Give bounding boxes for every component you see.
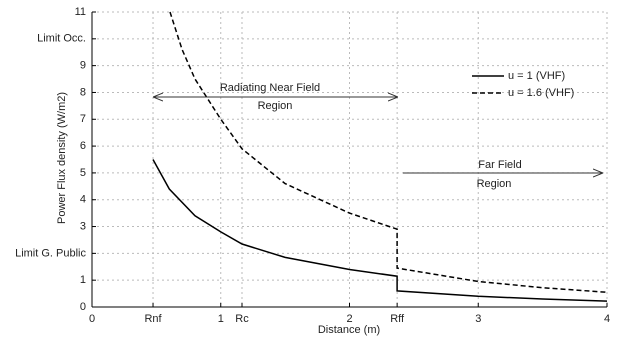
x-tick-label: 1	[218, 313, 224, 325]
annotation: Radiating Near Field	[220, 82, 320, 94]
annotation: Far Field	[478, 159, 521, 171]
annotation: Region	[477, 178, 512, 190]
x-tick-label: 4	[604, 313, 610, 325]
y-tick-label: 3	[80, 220, 86, 232]
y-tick-label: 11	[75, 6, 86, 18]
y-tick-label: 5	[80, 167, 86, 179]
y-tick-label: 8	[80, 86, 86, 98]
x-tick-label: Rc	[235, 313, 249, 325]
y-tick-label: 4	[80, 194, 86, 206]
x-tick-label: 3	[475, 313, 481, 325]
legend-label: u = 1 (VHF)	[508, 70, 565, 82]
y-tick-label: Limit Occ.	[37, 33, 86, 45]
y-tick-label: 6	[80, 140, 86, 152]
x-tick-label: Rff	[390, 313, 405, 325]
y-tick-label: 9	[80, 60, 86, 72]
y-tick-label: 0	[80, 301, 86, 313]
y-tick-label: 7	[80, 113, 86, 125]
legend-label: u = 1.6 (VHF)	[508, 87, 574, 99]
y-tick-label: Limit G. Public	[15, 247, 86, 259]
series-line	[169, 11, 608, 294]
x-axis-title: Distance (m)	[318, 324, 380, 336]
y-axis-title: Power Flux density (W/m2)	[56, 92, 68, 224]
series-line	[152, 159, 608, 302]
x-tick-label: 2	[346, 313, 352, 325]
x-tick-label: Rnf	[144, 313, 162, 325]
annotation: Region	[258, 100, 293, 112]
x-tick-label: 0	[89, 313, 95, 325]
y-tick-label: 1	[80, 274, 86, 286]
